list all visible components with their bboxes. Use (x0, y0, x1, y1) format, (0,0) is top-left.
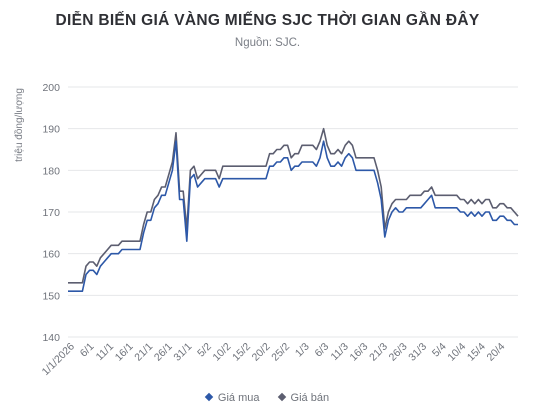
x-tick-label: 31/1 (171, 341, 194, 364)
x-tick-label: 10/4 (445, 341, 468, 364)
x-tick-label: 26/1 (152, 341, 175, 364)
series-line-0 (68, 140, 518, 293)
x-tick-label: 1/1/2026 (40, 341, 77, 378)
legend-marker-buy (204, 392, 214, 402)
chart-title: DIỄN BIẾN GIÁ VÀNG MIẾNG SJC THỜI GIAN G… (55, 12, 480, 29)
legend-item-buy: Giá mua (204, 392, 260, 404)
x-tick-label: 21/1 (132, 341, 155, 364)
y-tick-label: 190 (42, 124, 60, 136)
x-tick-label: 20/2 (250, 341, 273, 364)
y-axis-ticks: 140 150 160 170 180 190 200 (42, 82, 60, 344)
legend-marker-sell (277, 392, 286, 402)
y-tick-label: 180 (42, 165, 60, 177)
y-tick-label: 200 (42, 82, 60, 94)
x-tick-label: 11/3 (328, 341, 350, 363)
x-tick-label: 25/2 (269, 341, 292, 364)
y-tick-label: 150 (42, 290, 60, 302)
x-tick-label: 20/4 (484, 341, 507, 364)
x-tick-label: 16/1 (113, 341, 136, 364)
x-tick-label: 26/3 (387, 341, 410, 364)
y-tick-label: 140 (42, 332, 60, 344)
x-axis-ticks: 1/1/2026 6/111/116/121/126/131/1 5/210/215… (40, 341, 508, 379)
x-tick-label: 15/2 (230, 341, 253, 364)
legend-label-buy: Giá mua (217, 392, 260, 404)
x-tick-label: 16/3 (348, 341, 371, 364)
legend-label-sell: Giá bán (290, 392, 330, 404)
x-tick-label: 11/1 (94, 341, 116, 363)
x-tick-label: 1/3 (293, 341, 312, 360)
chart-subtitle: Nguồn: SJC. (234, 37, 301, 49)
y-tick-label: 160 (42, 249, 60, 261)
legend: Giá mua Giá bán (0, 392, 535, 404)
x-tick-label: 6/3 (313, 341, 332, 360)
series-line-1 (68, 127, 519, 284)
y-tick-label: 170 (42, 207, 60, 219)
x-tick-label: 15/4 (465, 341, 488, 364)
grid-lines (68, 86, 518, 338)
x-tick-label: 6/1 (78, 341, 97, 360)
x-tick-label: 31/3 (406, 341, 429, 364)
series-lines (68, 127, 519, 293)
x-tick-label: 21/3 (367, 341, 390, 364)
x-tick-label: 10/2 (211, 341, 234, 364)
y-axis-label: triệu đồng/lượng (13, 88, 25, 162)
legend-item-sell: Giá bán (277, 392, 330, 404)
